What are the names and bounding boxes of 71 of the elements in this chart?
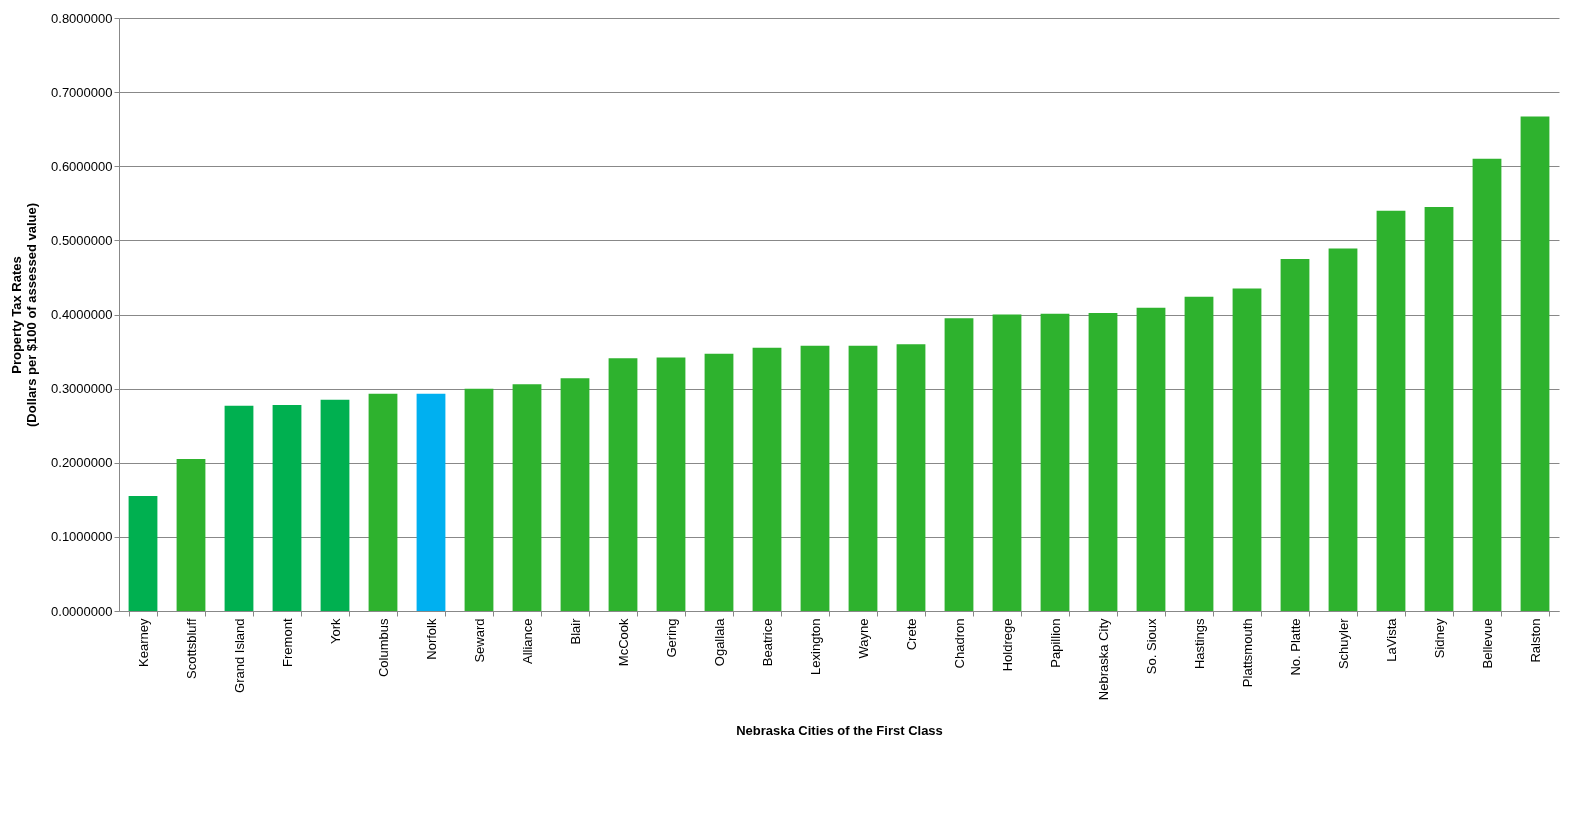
x-tick-label: No. Platte (1287, 618, 1303, 676)
bar (224, 405, 254, 611)
bar (992, 314, 1022, 611)
bar (656, 357, 686, 611)
bar (1040, 313, 1070, 611)
bar (464, 388, 494, 611)
bar (272, 404, 302, 611)
x-tick-label: McCook (615, 618, 631, 667)
x-tick-label: Kearney (135, 618, 151, 667)
y-tick-label: 0.6000000 (51, 158, 113, 174)
x-tick-label: Papillion (1047, 618, 1063, 668)
bar (1520, 116, 1550, 611)
bar (128, 496, 158, 611)
bar (1424, 207, 1454, 611)
y-tick-label: 0.8000000 (51, 10, 113, 26)
x-tick-label: Columbus (375, 618, 391, 678)
bar (1328, 248, 1358, 611)
bar (1280, 258, 1310, 611)
x-tick-label: Sidney (1431, 618, 1447, 659)
bar (368, 393, 398, 611)
x-tick-label: Scottsbluff (183, 618, 199, 679)
x-tick-label: Schuyler (1335, 617, 1351, 670)
bar (1376, 210, 1406, 611)
x-tick-label: Ralston (1527, 618, 1543, 663)
bar (416, 393, 446, 611)
bar (1136, 307, 1166, 611)
x-tick-label: Gering (663, 618, 679, 658)
x-tick-label: Plattsmouth (1239, 618, 1255, 688)
bar (944, 318, 974, 611)
x-tick-label: Nebraska City (1095, 618, 1111, 701)
x-tick-label: Norfolk (423, 618, 439, 660)
y-tick-label: 0.1000000 (51, 529, 113, 545)
bar (1232, 288, 1262, 611)
x-tick-label: York (327, 618, 343, 645)
bar (800, 345, 830, 611)
x-tick-label: Seward (471, 618, 487, 663)
bar (752, 347, 782, 611)
x-tick-label: Alliance (519, 618, 535, 665)
y-tick-label: 0.3000000 (51, 381, 113, 397)
bar (1088, 313, 1118, 611)
x-tick-label: LaVista (1383, 617, 1399, 662)
bar (176, 459, 206, 611)
x-tick-label: Chadron (951, 618, 967, 669)
bar (896, 344, 926, 611)
bar (560, 378, 590, 611)
x-tick-label: Lexington (807, 618, 823, 675)
y-tick-label: 0.0000000 (51, 603, 113, 619)
y-tick-label: 0.2000000 (51, 455, 113, 471)
bar (1472, 158, 1502, 611)
y-tick-label: 0.5000000 (51, 232, 113, 248)
x-tick-label: Hastings (1191, 618, 1207, 670)
bar (608, 358, 638, 611)
bar (848, 345, 878, 611)
x-tick-label: Crete (903, 618, 919, 651)
x-tick-label: Wayne (855, 618, 871, 659)
x-tick-label: Grand Island (231, 618, 247, 693)
bar (704, 353, 734, 611)
x-tick-label: Bellevue (1479, 618, 1495, 669)
x-tick-label: Blair (567, 617, 583, 645)
bar (320, 399, 350, 611)
x-tick-label: So. Sioux (1143, 618, 1159, 675)
bar (1184, 296, 1214, 611)
x-tick-label: Fremont (279, 618, 295, 667)
x-tick-label: Ogallala (711, 617, 727, 667)
x-tick-label: Beatrice (759, 618, 775, 667)
y-axis-title: Property Tax Rates (Dollars per $100 of assessed value) (9, 202, 40, 428)
bar (512, 384, 542, 611)
x-tick-label: Holdrege (999, 618, 1015, 672)
y-tick-label: 0.7000000 (51, 84, 113, 100)
y-tick-label: 0.4000000 (51, 307, 113, 322)
x-axis-title: Nebraska Cities of the First Class (736, 723, 943, 739)
